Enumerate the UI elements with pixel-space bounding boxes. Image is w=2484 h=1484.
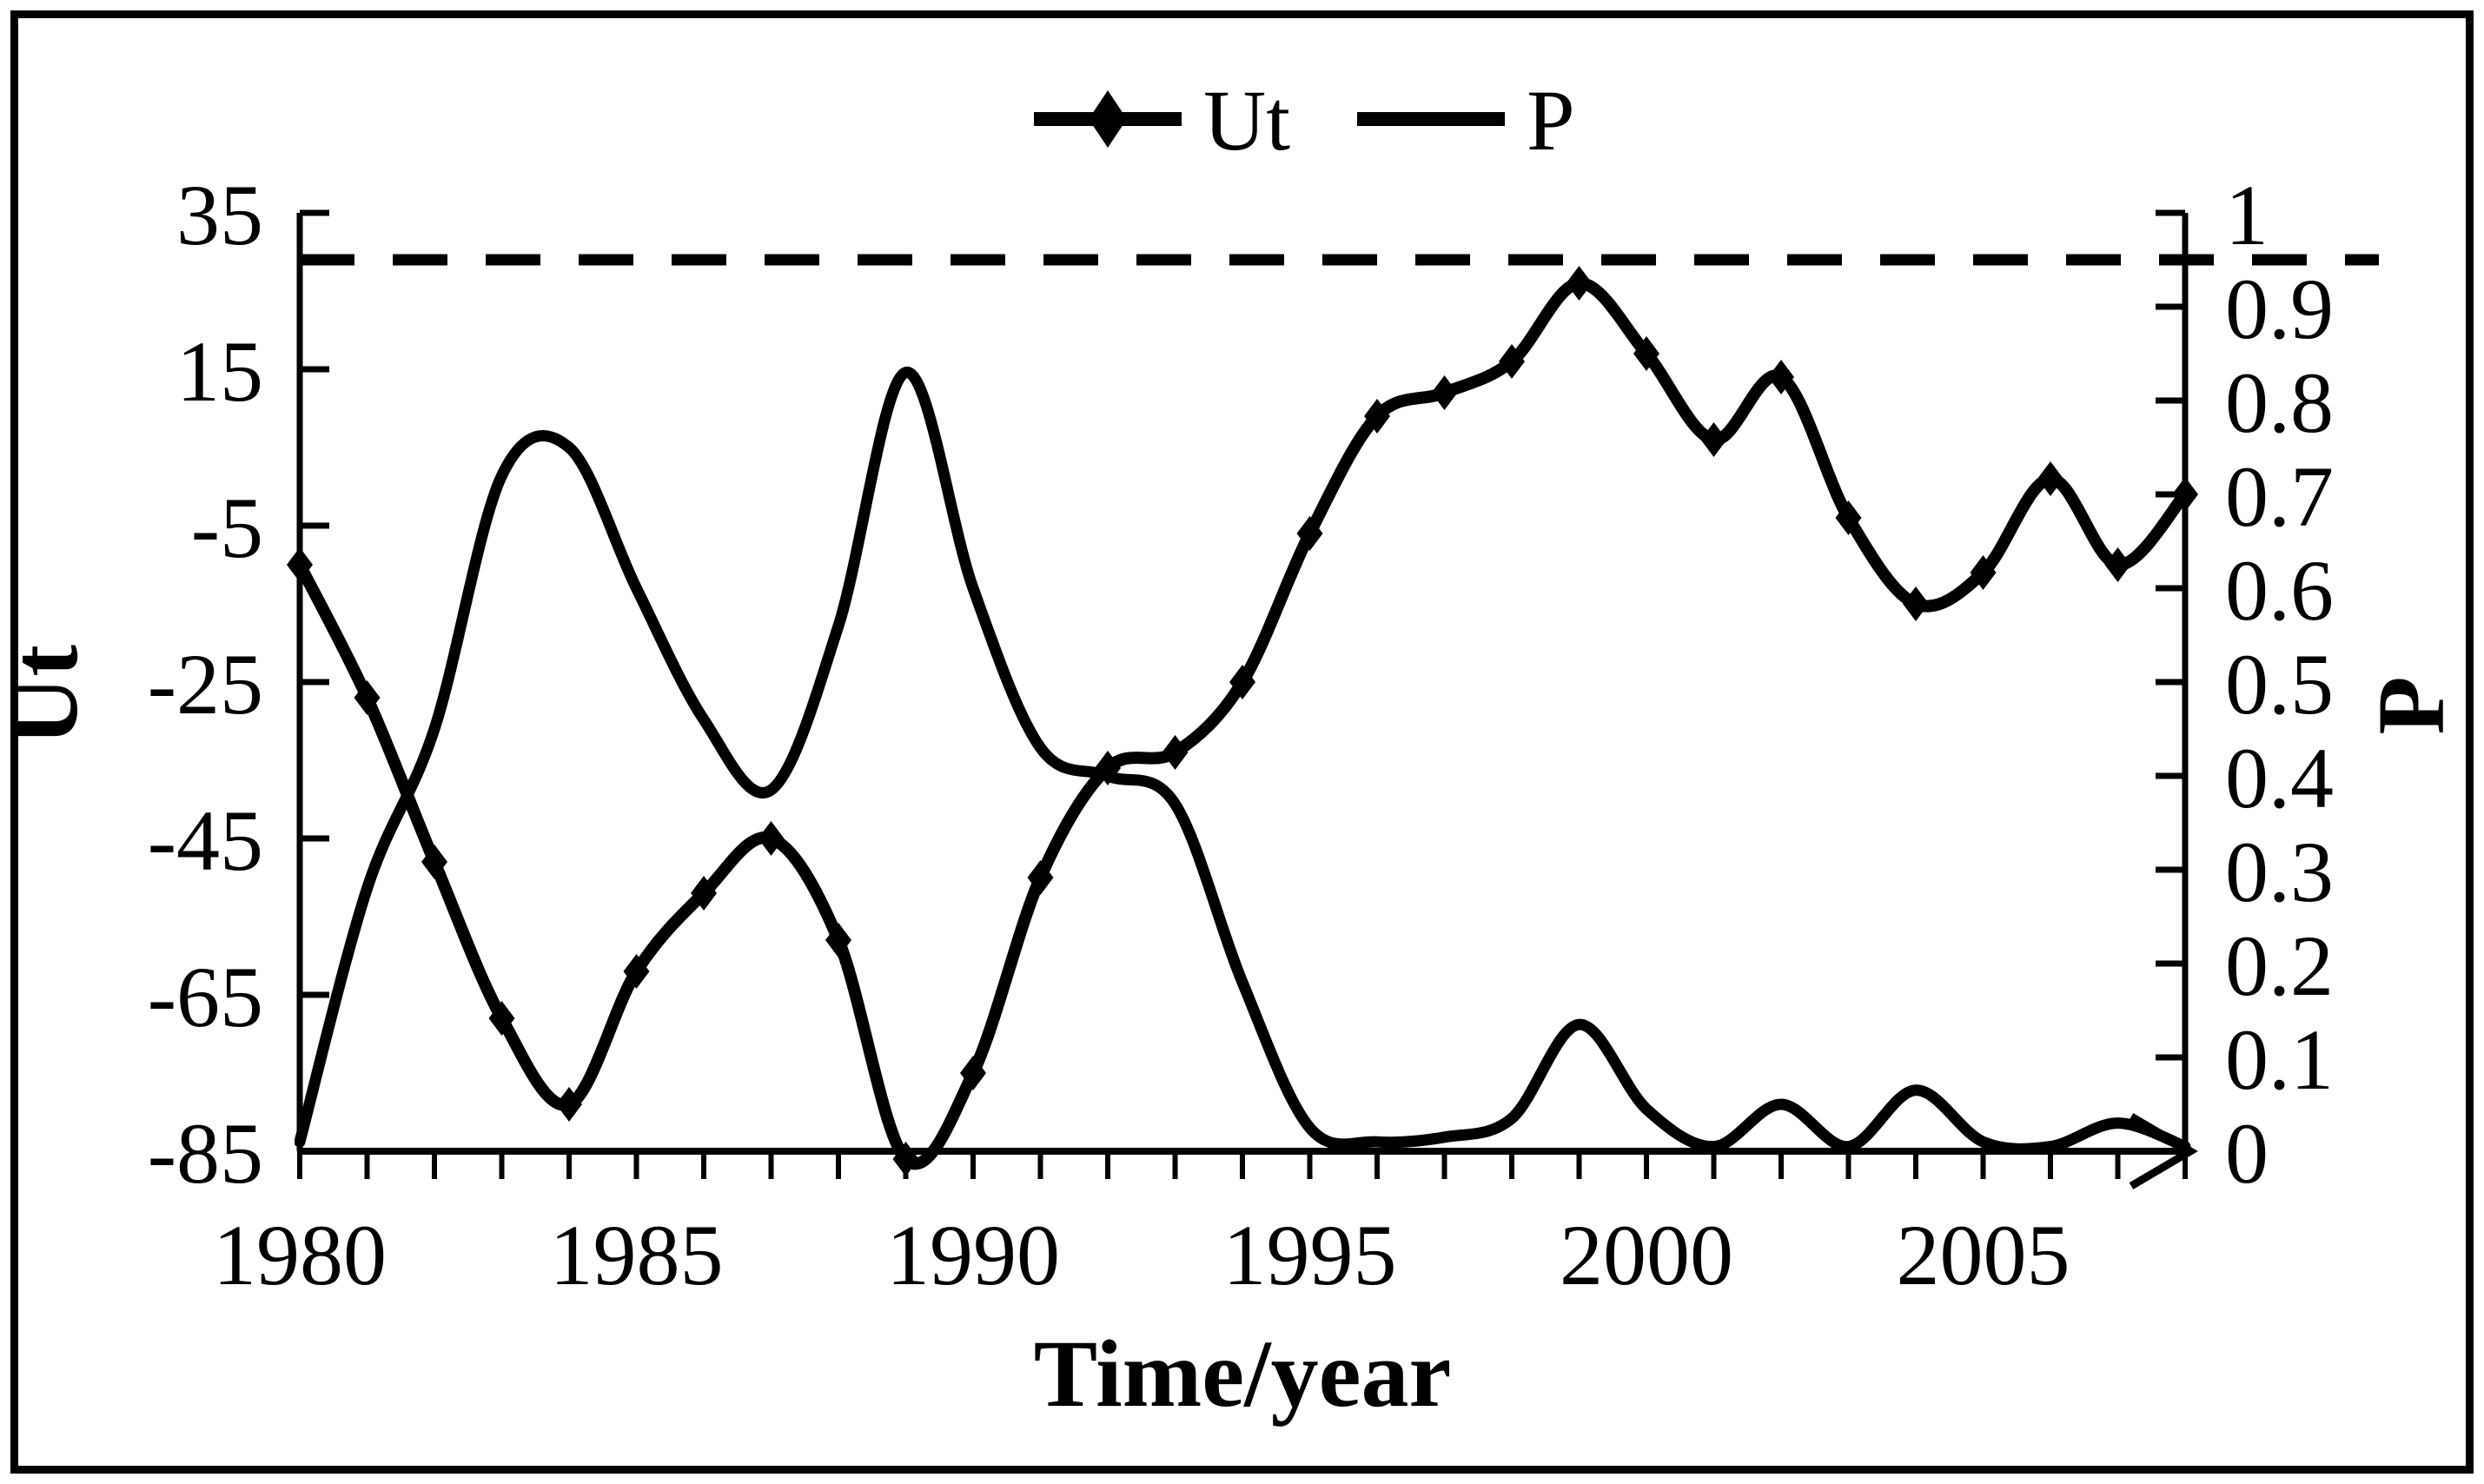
ut-data-point-diamond [1296, 516, 1323, 551]
ut-curve-path [294, 277, 2191, 1170]
x-axis-tick-label: 1990 [886, 1207, 1060, 1303]
right-axis-tick-label: 0.6 [2225, 542, 2334, 639]
ut-data-point-diamond [1027, 860, 1054, 895]
ut-data-point-diamond [825, 923, 851, 957]
right-axis-tick-label: 0.8 [2225, 354, 2334, 451]
ut-data-point-diamond [1768, 360, 1794, 394]
ut-data-point-diamond [892, 1142, 919, 1176]
right-axis-tick-label: 0.9 [2225, 261, 2334, 357]
series-ut-line [294, 277, 2191, 1170]
ut-data-point-diamond [488, 1001, 515, 1036]
series-ut-markers [287, 266, 2198, 1176]
x-axis-tick-label: 1995 [1223, 1207, 1397, 1303]
ut-data-point-diamond [2104, 547, 2131, 582]
right-axis-title: P [2358, 676, 2464, 734]
series-p-line [295, 367, 2191, 1155]
axes [296, 213, 2198, 1189]
left-axis-tick-label: -65 [148, 949, 263, 1045]
ut-data-point-diamond [1162, 735, 1189, 770]
x-axis-title: Time/year [1034, 1321, 1452, 1427]
ut-data-point-diamond [1095, 751, 1121, 785]
ut-data-point-diamond [1499, 344, 1525, 379]
ut-data-point-diamond [1431, 375, 1458, 410]
ut-data-point-diamond [960, 1056, 986, 1090]
left-axis-tick-label: -45 [148, 792, 263, 889]
right-axis-tick-label: 1 [2225, 167, 2269, 263]
legend-ut-label: Ut [1203, 72, 1290, 169]
ut-data-point-diamond [1566, 266, 1593, 301]
right-axis-tick-label: 0.4 [2225, 730, 2334, 826]
right-axis-tick-label: 0.2 [2225, 918, 2334, 1014]
x-axis-tick-label: 2000 [1560, 1207, 1733, 1303]
ut-data-point-diamond [1364, 399, 1390, 434]
ut-data-point-diamond [1229, 665, 1255, 699]
legend: Ut P [1034, 72, 1575, 169]
legend-p-label: P [1527, 72, 1575, 169]
ut-data-point-diamond [1633, 336, 1659, 371]
left-axis-tick-label: 35 [176, 167, 263, 263]
x-axis-tick-label: 2005 [1897, 1207, 2070, 1303]
legend-ut-diamond-icon [1089, 90, 1127, 148]
left-axis-tick-label: -5 [191, 480, 263, 576]
axis-tick-labels: 35 15 -5 -25 -45 -65 -85 10.90.80.70.60.50.40.3… [148, 167, 2334, 1303]
ut-data-point-diamond [556, 1087, 582, 1122]
ut-data-point-diamond [2172, 477, 2198, 512]
p-curve-path [295, 367, 2191, 1155]
ut-data-point-diamond [758, 821, 785, 856]
right-axis-tick-label: 0.5 [2225, 636, 2334, 732]
left-axis-tick-label: 15 [176, 323, 263, 420]
left-axis-tick-label: -25 [148, 636, 263, 732]
ut-data-point-diamond [2037, 461, 2063, 496]
ut-data-point-diamond [421, 845, 447, 879]
right-axis-tick-label: 0.3 [2225, 824, 2334, 920]
left-axis-tick-label: -85 [148, 1105, 263, 1202]
ut-data-point-diamond [287, 547, 313, 582]
ut-data-point-diamond [691, 876, 717, 911]
right-axis-tick-label: 0 [2225, 1105, 2269, 1202]
ut-data-point-diamond [1970, 555, 1997, 590]
ut-data-point-diamond [623, 954, 650, 989]
right-axis-tick-label: 0.1 [2225, 1011, 2334, 1108]
axis-ticks [297, 209, 2188, 1179]
ut-data-point-diamond [1903, 586, 1929, 621]
x-axis-tick-label: 1980 [213, 1207, 387, 1303]
ut-data-point-diamond [1835, 500, 1862, 535]
x-axis-tick-label: 1985 [550, 1207, 724, 1303]
ut-data-point-diamond [354, 680, 381, 715]
ut-data-point-diamond [1700, 422, 1727, 457]
left-axis-title: Ut [0, 645, 97, 745]
right-axis-tick-label: 0.7 [2225, 448, 2334, 545]
